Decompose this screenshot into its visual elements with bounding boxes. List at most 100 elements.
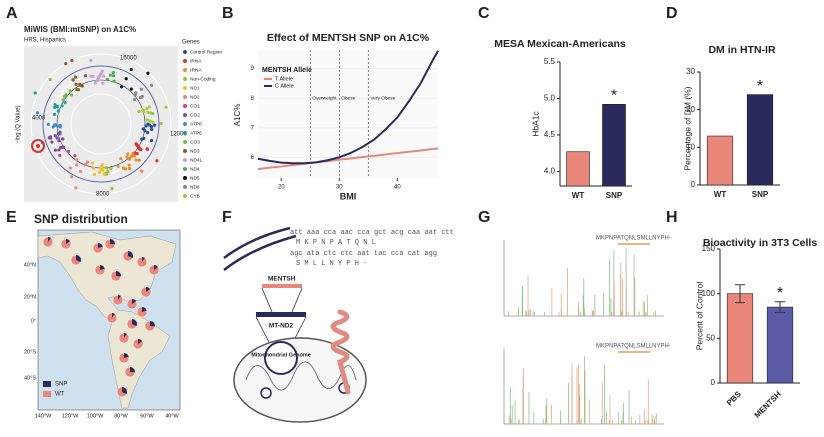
pie-slice [124, 333, 127, 338]
chart-title: Bioactivity in 3T3 Cells [703, 237, 818, 249]
snp-dot [108, 73, 112, 77]
x-tick-label: WT [572, 191, 585, 200]
panel-label: H [666, 209, 678, 226]
legend-label: ND4L [190, 157, 203, 163]
y-tick-label: 100 [702, 289, 716, 298]
snp-dot [101, 81, 105, 85]
snp-dot [133, 93, 137, 97]
y-tick-label: 0 [691, 180, 696, 189]
snp-dot [61, 98, 65, 102]
snp-dot [60, 145, 64, 149]
snp-dot [119, 85, 124, 89]
legend-label: CO2 [190, 112, 200, 118]
snp-dot [70, 175, 74, 179]
sequence-line: M K P N P A T Q N L [296, 239, 376, 247]
snp-dot [60, 104, 64, 108]
snp-dot [146, 110, 150, 115]
snp-dot [85, 160, 90, 164]
legend-swatch [183, 167, 187, 171]
pie-slice [66, 239, 71, 244]
legend-label: C Allele [275, 83, 294, 89]
sequence-line: agc ata ctc ctc aat tac cca cat agg [290, 250, 437, 258]
pie-markers [42, 236, 160, 398]
snp-dot [139, 87, 143, 91]
snp-dot [46, 122, 50, 126]
pie-slice [112, 313, 115, 318]
panel-a-subtitle: HRS, Hispanics [24, 38, 66, 44]
y-tick-label: 20 [686, 105, 695, 114]
snp-dot [124, 77, 128, 81]
x-tick-label: 30 [336, 185, 343, 191]
x-axis-label: BMI [340, 191, 357, 201]
pie-slice [122, 387, 127, 395]
snp-dot [74, 82, 78, 86]
legend-label: ATP6 [190, 130, 202, 136]
pie-slice [118, 295, 121, 300]
mt-dna [260, 387, 272, 399]
pie-slice [138, 339, 143, 344]
snp-dot [58, 153, 62, 157]
gene-bar [262, 284, 302, 288]
legend-label: rRNA [190, 67, 203, 73]
legend-label: ATP8 [190, 121, 202, 127]
snp-dot [112, 79, 116, 83]
snp-dot [92, 166, 96, 170]
snp-dot [55, 136, 59, 140]
legend-label: Control Region [190, 49, 222, 55]
legend-label: CO1 [190, 103, 200, 109]
legend-label: CO3 [190, 139, 200, 145]
snp-dot [53, 123, 57, 127]
snp-dot [134, 158, 138, 162]
pie-slice [154, 265, 159, 270]
legend-swatch [183, 50, 187, 54]
snp-dot [48, 135, 53, 139]
highlight [31, 139, 45, 153]
y-tick-label: 9 [251, 66, 255, 72]
snp-dot [131, 152, 135, 156]
snp-dot [93, 81, 97, 85]
error-bar [775, 301, 785, 313]
bar [706, 135, 734, 186]
snp-dot [100, 69, 104, 73]
snp-dot [53, 134, 57, 138]
panel-label: A [6, 5, 18, 22]
legend-swatch [183, 158, 187, 162]
snp-dot [68, 89, 72, 93]
snp-dot [64, 62, 68, 66]
pie-slice [132, 319, 138, 327]
land [37, 231, 177, 409]
lon-label: 40°W [165, 413, 179, 419]
snp-dot [137, 158, 141, 162]
mt-genome [264, 341, 298, 375]
snp-dot [127, 163, 131, 167]
snp-dot [126, 152, 130, 156]
x-tick-label: MENTSH [753, 389, 783, 419]
pie-slice [142, 307, 147, 312]
snp-dot [75, 158, 79, 162]
pie-slice [150, 321, 155, 327]
snp-dot [145, 107, 149, 111]
lon-label: 60°W [140, 413, 154, 419]
y-tick-label: 4.5 [544, 130, 556, 139]
snp-dot [146, 71, 150, 75]
y-tick-label: 50 [706, 333, 715, 342]
y-tick-label: 4.0 [544, 167, 556, 176]
error-bar [735, 284, 745, 304]
panel-label: B [222, 5, 234, 22]
snp-dot [105, 166, 109, 170]
snp-dot [97, 170, 101, 175]
snp-dot [125, 155, 129, 159]
axis-label: -log (Q Value) [16, 106, 22, 143]
highlight-dot [36, 144, 40, 148]
line [257, 147, 439, 171]
snp-dot [129, 87, 133, 91]
snp-dot [73, 75, 78, 79]
snp-dot [129, 67, 133, 72]
snp-dot [137, 110, 141, 114]
legend-swatch [183, 176, 187, 180]
snp-dot [57, 139, 61, 143]
pie-slice [100, 265, 105, 270]
snp-dot [147, 105, 151, 109]
snp-dot [141, 127, 145, 131]
x-tick-label: PBS [725, 389, 743, 407]
